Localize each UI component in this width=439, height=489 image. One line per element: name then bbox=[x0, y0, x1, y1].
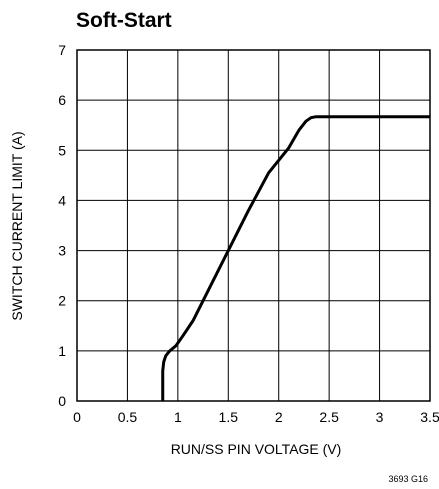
y-tick-label: 5 bbox=[58, 142, 66, 158]
x-tick-label: 0 bbox=[73, 409, 81, 425]
figure-id: 3693 G16 bbox=[388, 474, 428, 484]
x-tick-label: 3 bbox=[376, 409, 384, 425]
chart-title: Soft-Start bbox=[76, 9, 172, 32]
x-tick-label: 1 bbox=[174, 409, 182, 425]
y-tick-label: 0 bbox=[58, 393, 66, 409]
y-tick-label: 7 bbox=[58, 42, 66, 58]
y-axis-label: SWITCH CURRENT LIMIT (A) bbox=[9, 131, 25, 320]
plot-area bbox=[76, 49, 431, 402]
series-line bbox=[161, 115, 430, 401]
y-tick-label: 1 bbox=[58, 343, 66, 359]
tick-labels: 0 0.5 1 1.5 2 2.5 3 3.5 0 1 2 3 4 5 6 7 bbox=[58, 42, 439, 425]
y-tick-label: 4 bbox=[58, 192, 66, 208]
x-tick-label: 1.5 bbox=[219, 409, 239, 425]
x-tick-label: 2.5 bbox=[319, 409, 339, 425]
y-tick-label: 3 bbox=[58, 243, 66, 259]
y-tick-label: 2 bbox=[58, 293, 66, 309]
x-tick-label: 0.5 bbox=[118, 409, 138, 425]
y-tick-label: 6 bbox=[58, 92, 66, 108]
x-tick-label: 3.5 bbox=[420, 409, 439, 425]
x-tick-label: 2 bbox=[275, 409, 283, 425]
x-axis-label: RUN/SS PIN VOLTAGE (V) bbox=[171, 441, 342, 457]
grid bbox=[76, 49, 431, 402]
plot-frame bbox=[76, 49, 431, 402]
